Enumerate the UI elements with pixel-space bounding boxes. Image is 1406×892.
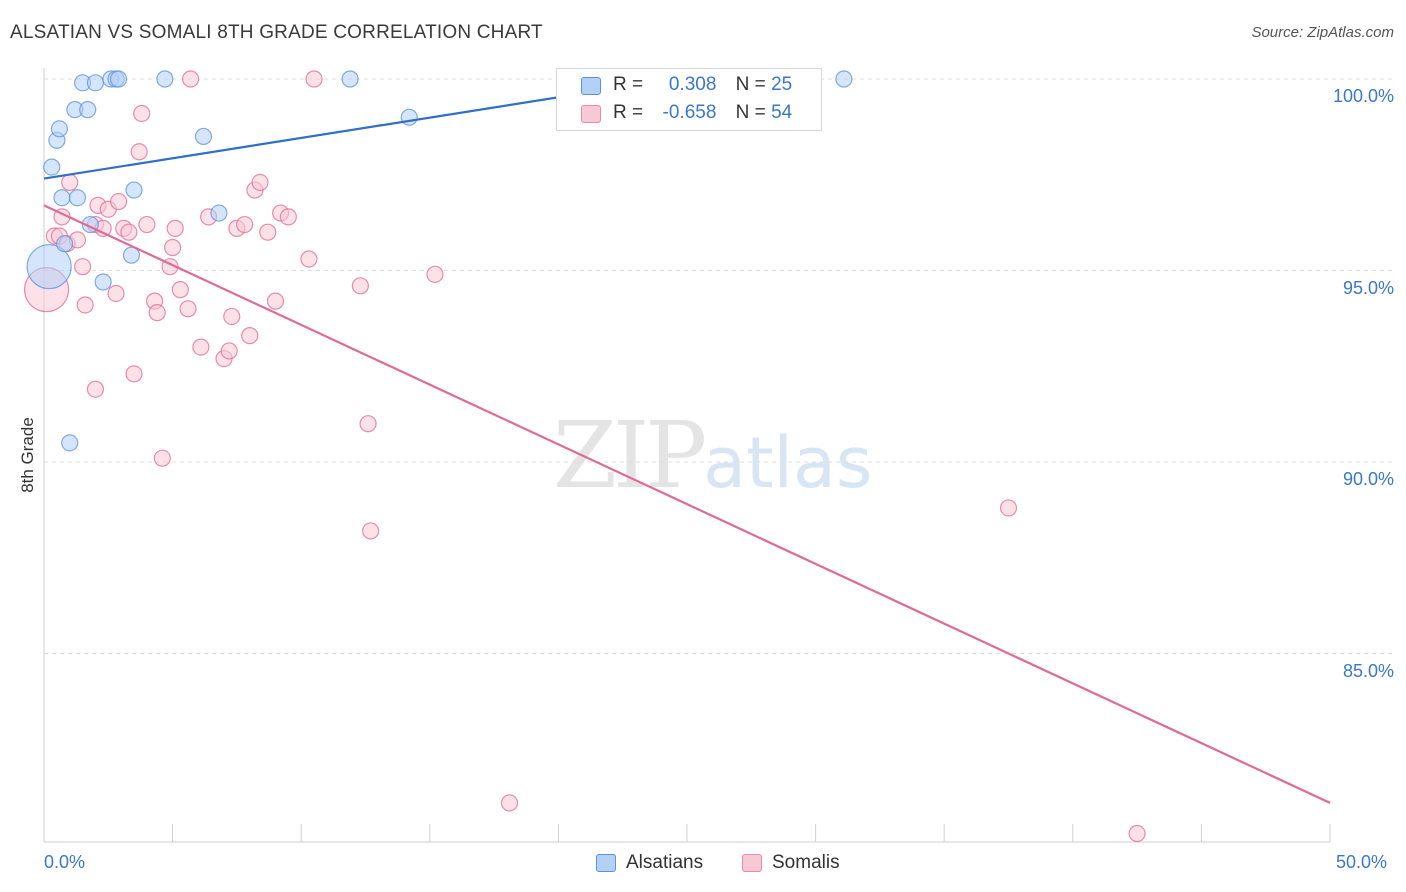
somali-point <box>182 70 200 88</box>
somali-point <box>359 415 377 433</box>
chart-title: ALSATIAN VS SOMALI 8TH GRADE CORRELATION… <box>10 22 543 43</box>
somali-point <box>120 223 138 241</box>
source-label: Source: ZipAtlas.com <box>1251 24 1394 41</box>
legend-r-label: R = <box>613 102 644 123</box>
legend-swatch-pink <box>581 105 601 123</box>
watermark: ZIPatlas <box>553 402 872 509</box>
alsatian-point <box>61 434 79 452</box>
somali-point <box>426 265 444 283</box>
somali-point <box>61 173 79 192</box>
somali-point <box>73 258 92 276</box>
y-tick-label: 100.0% <box>1332 86 1394 106</box>
somali-point <box>266 292 285 310</box>
legend-r-value-alsatians: 0.308 <box>668 74 717 95</box>
somali-point <box>164 238 182 257</box>
somali-point <box>76 296 94 314</box>
alsatian-point <box>835 70 853 88</box>
legend-r-label: R = <box>613 74 644 95</box>
somali-point <box>241 327 259 345</box>
somali-point <box>107 284 125 303</box>
alsatian-point <box>53 189 71 207</box>
alsatian-point <box>94 273 112 291</box>
bottom-legend-label-alsatians: Alsatians <box>626 852 704 873</box>
somali-point <box>305 70 323 88</box>
alsatian-point <box>55 235 74 253</box>
alsatian-point <box>400 108 418 126</box>
watermark-zip: ZIP <box>553 402 707 509</box>
legend-n-label: N = <box>735 74 766 95</box>
legend-n-label: N = <box>735 102 766 123</box>
bottom-legend-swatch-pink <box>742 854 762 872</box>
somali-point <box>130 143 148 161</box>
alsatian-point <box>79 101 97 119</box>
alsatian-point <box>43 158 61 176</box>
alsatian-point <box>125 181 143 199</box>
somali-point <box>220 342 238 360</box>
somali-point <box>351 277 369 295</box>
axes <box>43 68 1331 843</box>
legend-r-value-somalis: -0.658 <box>662 102 717 123</box>
somali-point <box>192 338 210 356</box>
watermark-atlas: atlas <box>703 422 873 504</box>
somali-point <box>999 499 1018 517</box>
alsatian-point <box>156 70 174 88</box>
alsatian-points <box>26 70 853 452</box>
legend-swatch-blue <box>581 77 601 95</box>
somali-point <box>179 300 197 318</box>
gridlines <box>44 78 1396 654</box>
somali-point <box>362 522 380 540</box>
alsatian-point <box>194 127 213 146</box>
somali-point <box>125 365 143 383</box>
alsatian-point <box>210 204 228 222</box>
somali-point <box>148 304 166 322</box>
somali-point <box>171 281 189 299</box>
somali-point <box>236 215 254 234</box>
somali-point <box>153 449 171 467</box>
trend-lines <box>43 77 1331 804</box>
somali-point <box>251 173 269 192</box>
x-tick-label-max: 50.0% <box>1336 852 1388 872</box>
somali-point <box>109 192 128 211</box>
alsatian-point <box>341 70 359 88</box>
somali-point <box>133 104 151 123</box>
somali-points <box>23 70 1146 843</box>
alsatian-point <box>68 189 87 207</box>
somali-point <box>500 794 519 812</box>
x-tick-label-min: 0.0% <box>44 852 86 872</box>
legend-n-value-somalis: 54 <box>771 102 793 123</box>
bottom-legend-label-somalis: Somalis <box>772 852 840 873</box>
correlation-legend: R = 0.308 N = 25 R = -0.658 N = 54 <box>556 68 822 131</box>
alsatian-point <box>26 244 72 290</box>
somali-point <box>1128 824 1146 843</box>
y-tick-label: 95.0% <box>1342 277 1394 298</box>
somali-point <box>166 219 184 237</box>
somali-point <box>259 223 277 241</box>
legend-n-value-alsatians: 25 <box>771 74 793 95</box>
somali-trend-line <box>43 204 1331 804</box>
alsatian-point <box>50 120 69 138</box>
bottom-legend-swatch-blue <box>596 854 616 872</box>
alsatian-point <box>86 74 105 92</box>
somali-point <box>86 380 105 398</box>
y-tick-label: 90.0% <box>1342 469 1394 489</box>
somali-point <box>138 215 156 234</box>
y-tick-label: 85.0% <box>1342 660 1394 681</box>
y-axis-label: 8th Grade <box>18 417 37 493</box>
somali-point <box>223 307 241 326</box>
somali-point <box>300 250 318 268</box>
somali-point <box>279 208 297 226</box>
alsatian-point <box>109 70 128 88</box>
